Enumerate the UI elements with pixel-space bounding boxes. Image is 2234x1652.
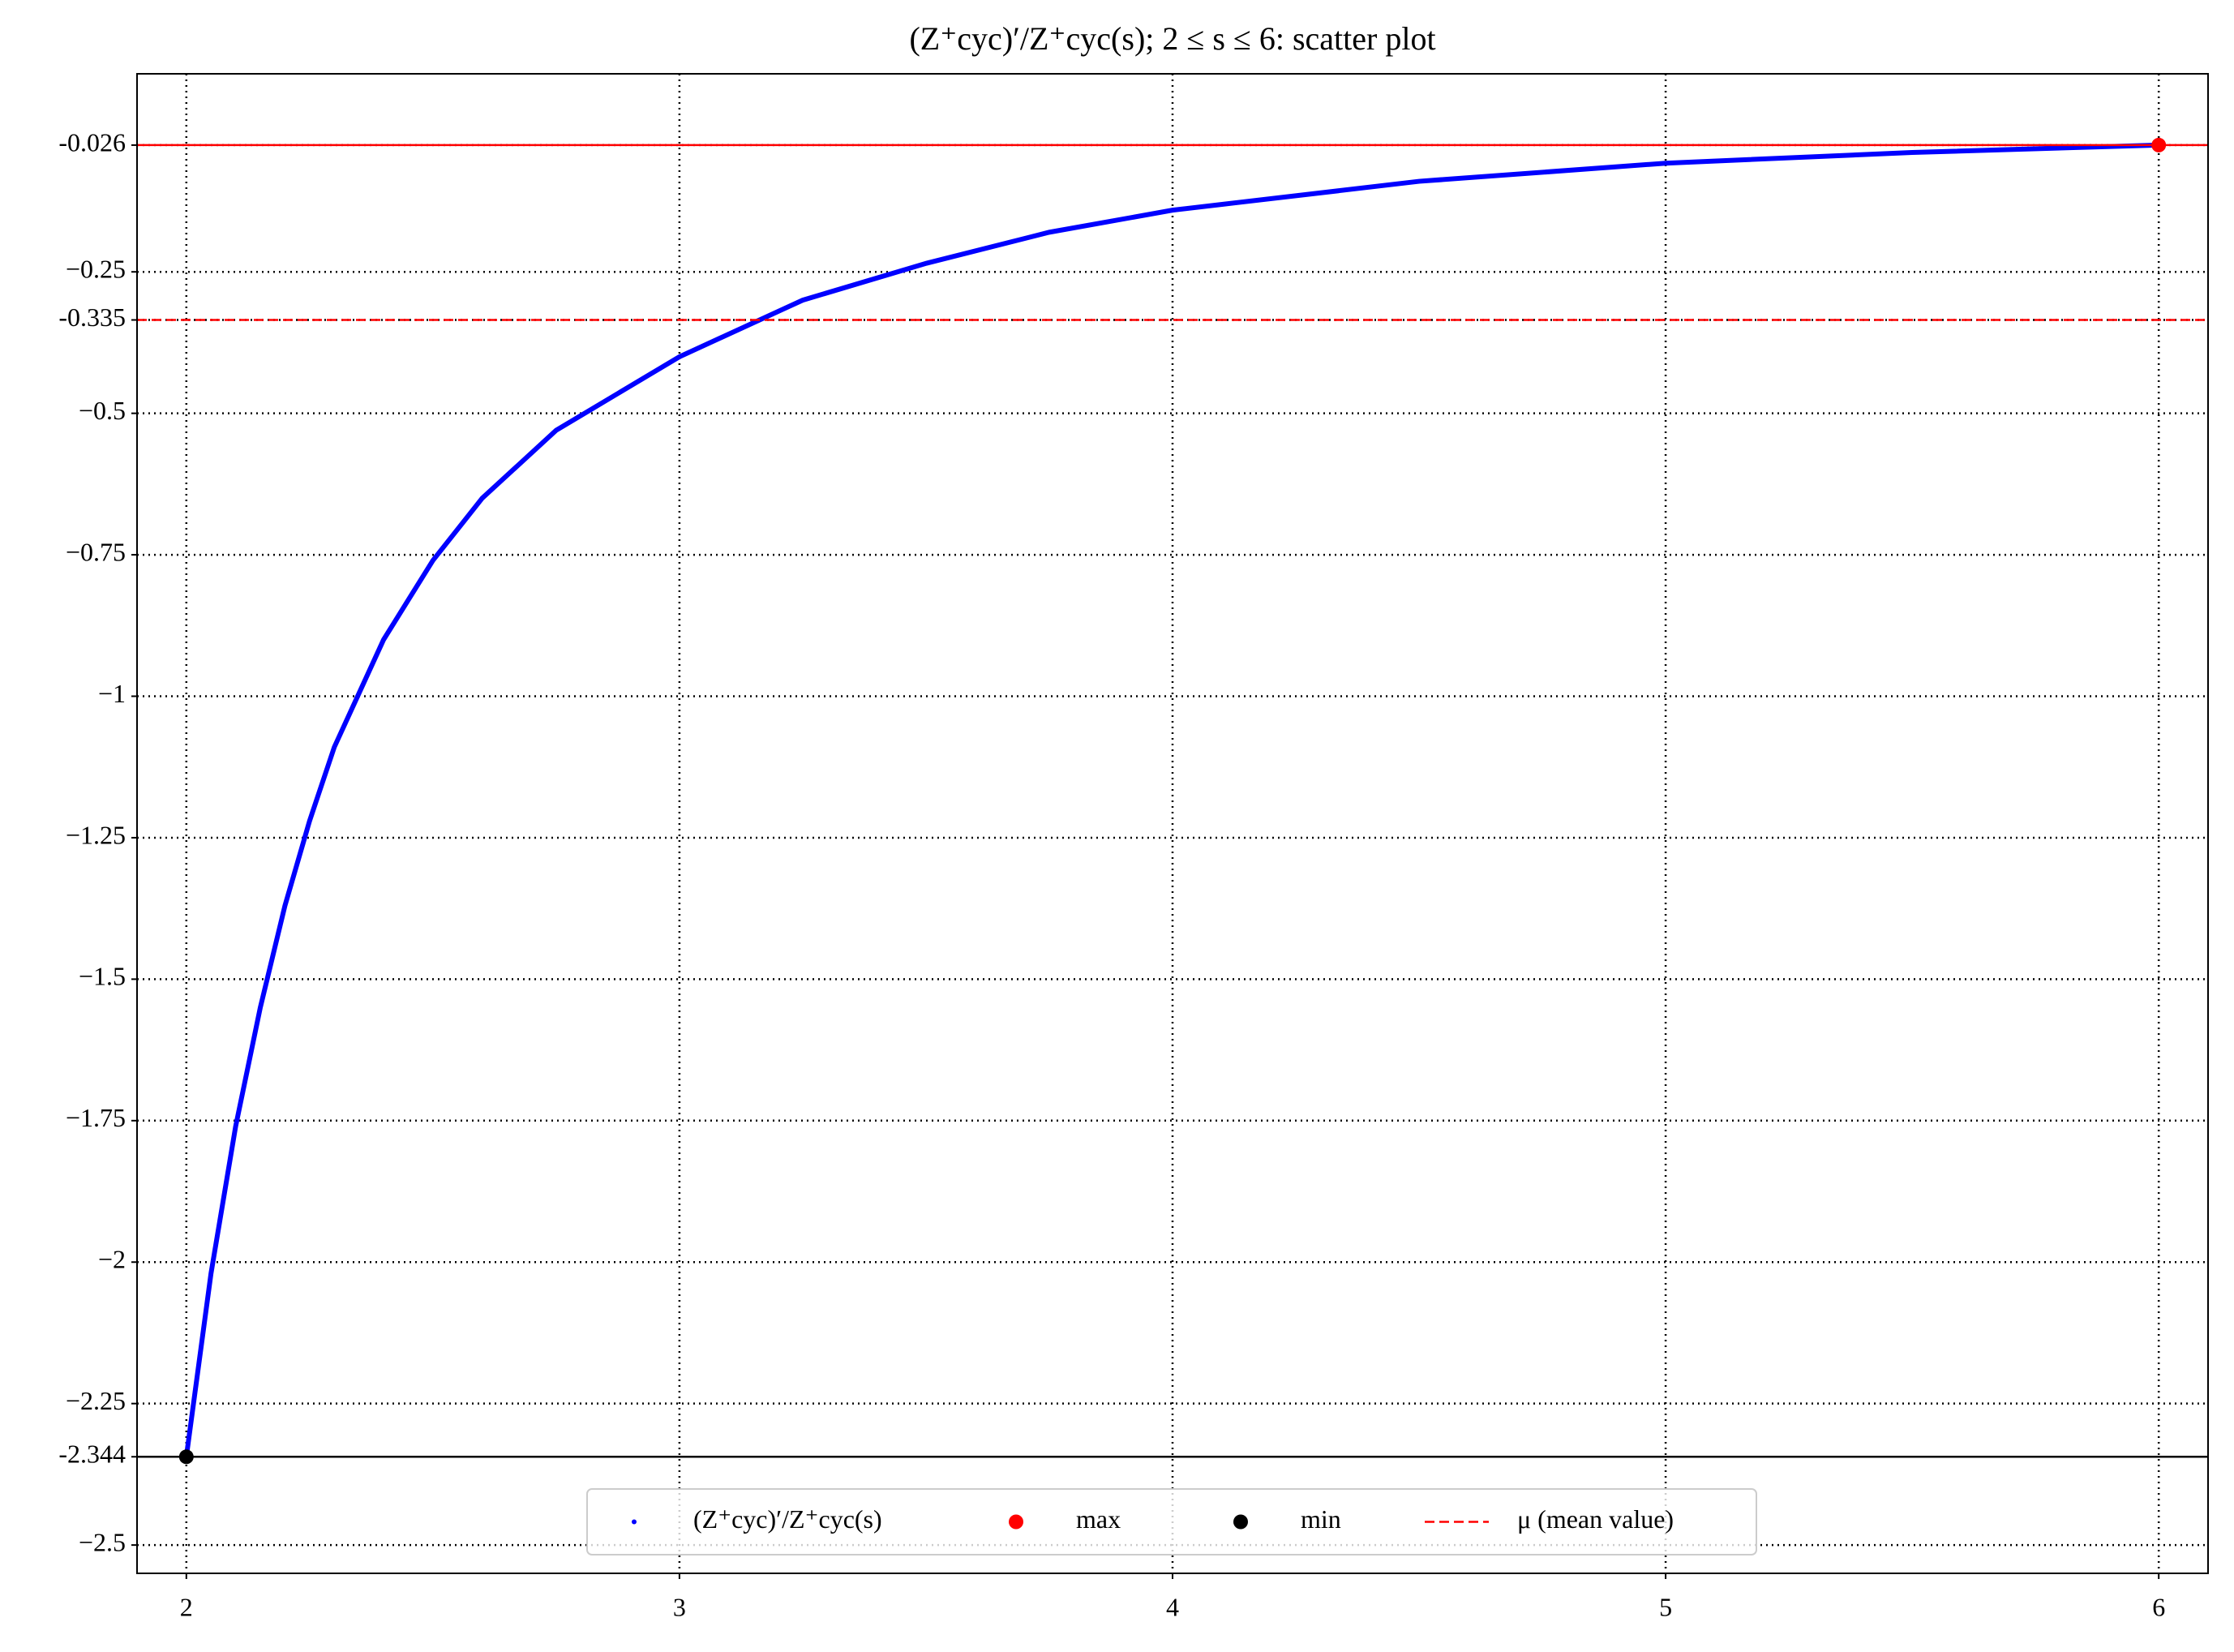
y-tick-label: −2.5 (79, 1527, 126, 1556)
y-tick-label: −2.25 (66, 1386, 126, 1415)
x-tick-label: 4 (1166, 1592, 1179, 1621)
data-series (183, 142, 2159, 1457)
y-tick-label: −0.5 (79, 396, 126, 425)
x-tick-label: 6 (2152, 1592, 2165, 1621)
legend-marker (1233, 1514, 1248, 1530)
y-tick-label: −1 (98, 679, 126, 708)
legend-label: (Z⁺cyc)′/Z⁺cyc(s) (693, 1504, 882, 1534)
legend-marker (1009, 1514, 1023, 1530)
y-tick-label: −0.25 (66, 255, 126, 284)
y-tick-label: −2 (98, 1245, 126, 1274)
y-tick-label: −1.25 (66, 820, 126, 849)
y-tick-label: -0.026 (58, 127, 126, 157)
legend-label: max (1076, 1504, 1121, 1534)
y-tick-label: −0.75 (66, 537, 126, 566)
y-tick-label: -0.335 (58, 303, 126, 332)
max-point (2151, 137, 2167, 152)
legend-label: min (1301, 1504, 1341, 1534)
x-tick-label: 2 (180, 1592, 193, 1621)
y-tick-label: −1.75 (66, 1103, 126, 1132)
x-tick-label: 5 (1659, 1592, 1672, 1621)
plot-frame (136, 73, 2209, 1574)
legend-marker (632, 1519, 637, 1525)
legend-label: μ (mean value) (1517, 1504, 1674, 1534)
legend-box (586, 1488, 1757, 1555)
x-tick-label: 3 (673, 1592, 686, 1621)
chart-title: (Z⁺cyc)′/Z⁺cyc(s); 2 ≤ s ≤ 6: scatter pl… (909, 20, 1435, 57)
min-point (178, 1449, 194, 1465)
y-tick-label: -2.344 (58, 1440, 126, 1469)
y-tick-label: −1.5 (79, 962, 126, 991)
